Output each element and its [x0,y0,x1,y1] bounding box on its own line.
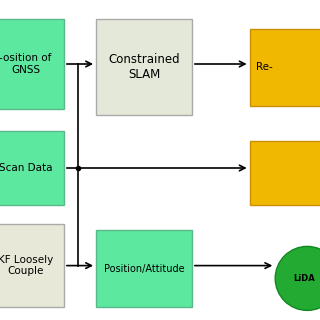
FancyBboxPatch shape [0,19,64,109]
Text: -osition of
GNSS: -osition of GNSS [0,53,52,75]
Text: Scan Data: Scan Data [0,163,52,173]
FancyBboxPatch shape [96,230,192,307]
FancyBboxPatch shape [0,131,64,205]
FancyBboxPatch shape [250,29,320,106]
Text: Constrained
SLAM: Constrained SLAM [108,53,180,81]
FancyBboxPatch shape [0,224,64,307]
Text: Position/Attitude: Position/Attitude [104,264,184,274]
FancyBboxPatch shape [96,19,192,115]
Text: Re-: Re- [256,62,273,72]
Circle shape [275,246,320,310]
Text: LiDA: LiDA [293,274,315,283]
FancyBboxPatch shape [250,141,320,205]
Text: KF Loosely
Couple: KF Loosely Couple [0,255,53,276]
